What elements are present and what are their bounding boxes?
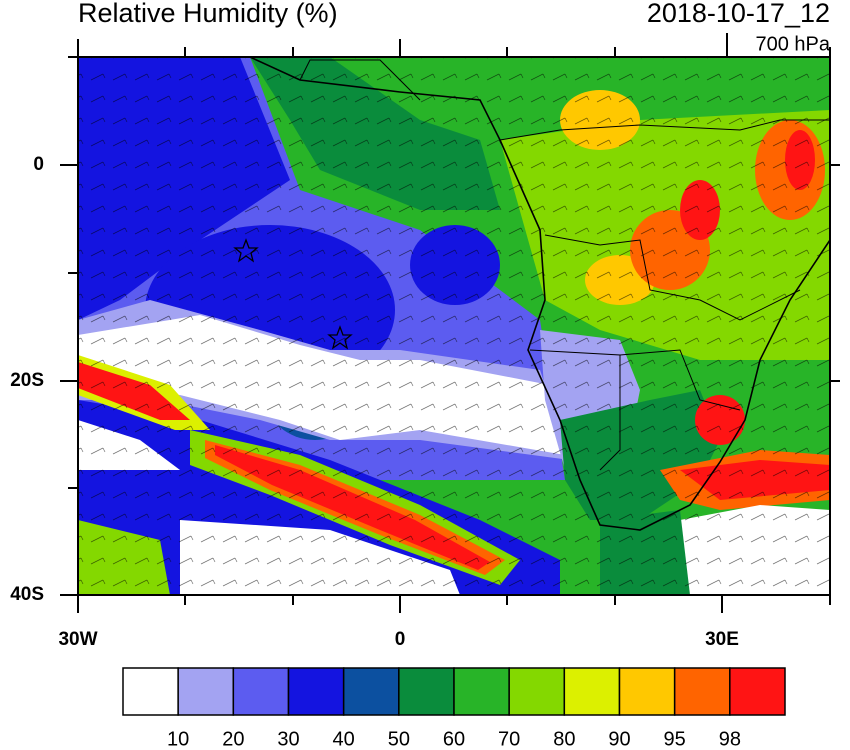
lon-label: 30E: [705, 629, 739, 650]
frame-ticks: [60, 39, 840, 613]
colorbar-swatch: [618, 667, 676, 716]
lat-label: 0: [33, 154, 44, 175]
colorbar-swatch: [398, 667, 455, 716]
station-star: [327, 325, 353, 350]
colorbar-swatch: [287, 667, 345, 716]
colorbar-label: 98: [719, 728, 741, 750]
colorbar-label: 50: [388, 728, 410, 750]
axis-labels: 0 20S 40S 30W 0 30E: [10, 154, 739, 650]
colorbar-label: 95: [664, 728, 686, 750]
colorbar-swatch: [453, 667, 510, 716]
pressure-level: 700 hPa: [755, 33, 830, 55]
colorbar-swatch: [673, 667, 731, 716]
colorbar-swatch: [177, 667, 235, 716]
colorbar-swatch: [342, 667, 400, 716]
humidity-field: [78, 57, 830, 595]
map-frame: [77, 56, 831, 596]
valid-time: 2018-10-17_12: [647, 0, 830, 28]
colorbar-swatch: [563, 667, 621, 716]
colorbar-label: 80: [553, 728, 575, 750]
colorbar-swatch: [122, 667, 179, 716]
lon-label: 30W: [58, 629, 97, 650]
lat-label: 20S: [10, 370, 44, 391]
colorbar-label: 70: [498, 728, 520, 750]
colorbar-swatch: [232, 667, 290, 716]
station-star: [233, 238, 259, 263]
lat-label: 40S: [10, 584, 44, 605]
colorbar-label: 60: [443, 728, 465, 750]
colorbar-label: 40: [333, 728, 355, 750]
map-title: Relative Humidity (%): [78, 0, 338, 28]
colorbar: 10 20 30 40 50 60 70 80 90 95 98: [122, 667, 786, 750]
colorbar-swatch: [508, 667, 566, 716]
colorbar-label: 90: [608, 728, 630, 750]
colorbar-label: 30: [277, 728, 299, 750]
colorbar-label: 20: [222, 728, 244, 750]
lon-label: 0: [395, 629, 406, 650]
colorbar-swatch: [729, 667, 786, 716]
colorbar-label: 10: [167, 728, 189, 750]
